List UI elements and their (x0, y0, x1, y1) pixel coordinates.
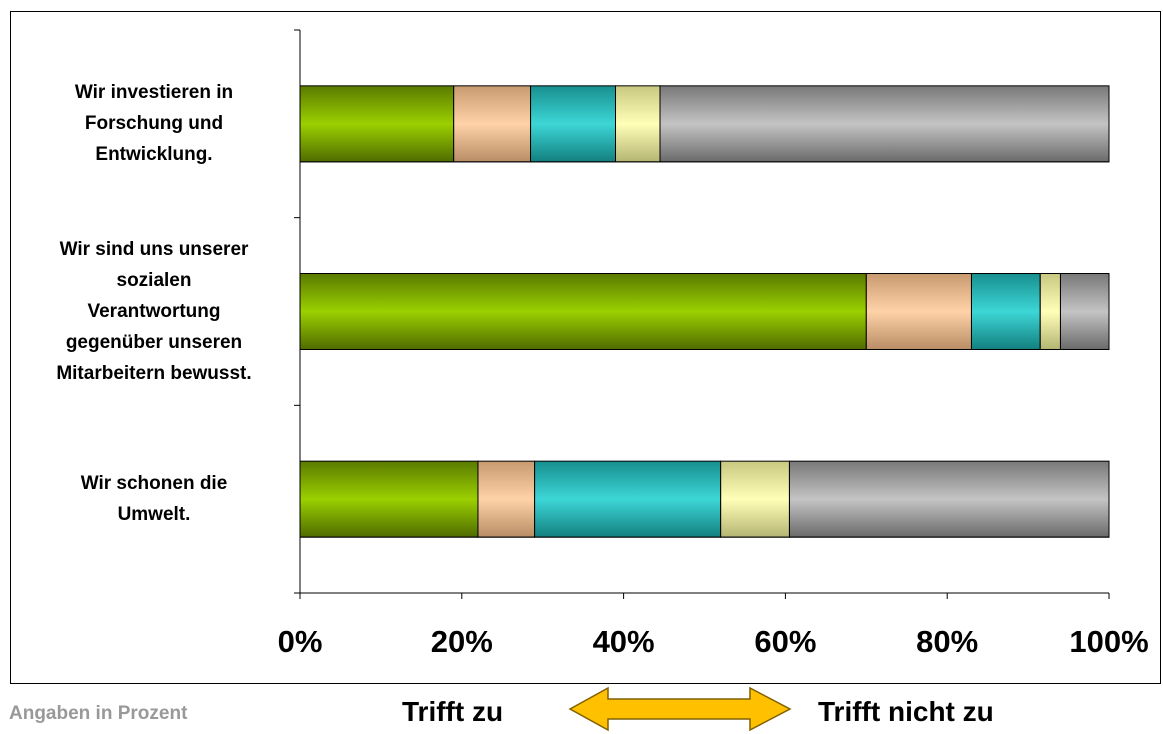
x-tick-label: 40% (593, 624, 655, 659)
x-tick-label: 100% (1069, 624, 1148, 659)
footnote: Angaben in Prozent (9, 703, 188, 724)
category-label: Wir schonen die Umwelt. (80, 473, 228, 526)
bar-segment (659, 85, 1110, 163)
bar-segment (865, 273, 972, 350)
bar-chart: 0% 20% 40% 60% 80% 100% (278, 29, 1149, 659)
bar-segment (477, 460, 536, 538)
bar-segment (530, 85, 617, 163)
bar-segment (1039, 273, 1061, 350)
bar-segment (534, 460, 722, 538)
bar-segment (299, 460, 479, 538)
chart-frame: 0% 20% 40% 60% 80% 100% Wir investieren in Fo… (10, 11, 1161, 684)
x-tick-label: 20% (431, 624, 493, 659)
bar-segment (788, 460, 1110, 538)
x-tick-label: 0% (278, 624, 323, 659)
double-arrow-icon (568, 686, 792, 732)
bar-segment (615, 85, 661, 163)
category-label: Wir investieren in Forschung und Entwick… (74, 82, 234, 166)
category-label: Wir sind uns unserer sozialen Verantwort… (56, 239, 252, 384)
trifft-nicht-zu-label: Trifft nicht zu (818, 696, 994, 727)
bar-segment (453, 85, 532, 163)
bar-segment (1059, 273, 1110, 350)
bar-segment (299, 85, 455, 163)
x-tick-label: 80% (916, 624, 978, 659)
trifft-zu-label: Trifft zu (402, 696, 504, 727)
bar-segment (970, 273, 1041, 350)
x-tick-label: 60% (754, 624, 816, 659)
bar-segment (299, 273, 867, 350)
bar-segment (720, 460, 790, 538)
